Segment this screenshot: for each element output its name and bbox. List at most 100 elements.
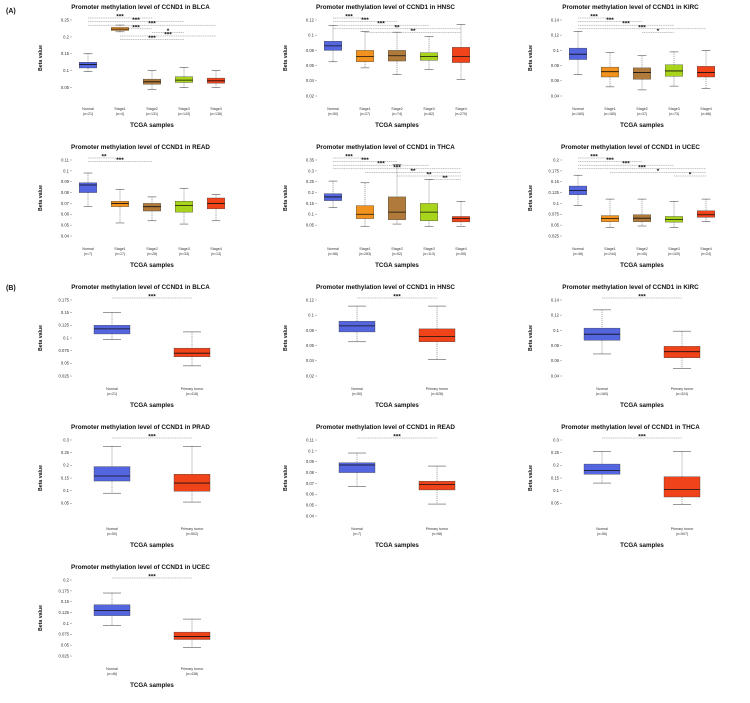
category-count: (n=17) (115, 252, 126, 256)
box-stage2 (388, 164, 406, 225)
y-tick-label: 0.08 (551, 63, 560, 68)
category-label: Normal (82, 107, 94, 111)
y-tick-label: 0.2 (63, 577, 69, 582)
y-tick-label: 0.09 (61, 179, 70, 184)
box-iqr (173, 631, 211, 640)
category-label: Primary tumor (671, 387, 694, 391)
y-tick-label: 0.02 (306, 93, 315, 98)
category-label: Stage4 (455, 107, 466, 111)
category-count: (n=66) (701, 112, 712, 116)
category-label: Stage2 (636, 107, 647, 111)
category-label: Stage3 (423, 107, 434, 111)
box-iqr (143, 203, 161, 212)
y-tick-label: 0.07 (61, 201, 70, 206)
y-axis-label: Beta value (283, 185, 289, 211)
significance-label: *** (393, 294, 401, 301)
category-label: Stage4 (700, 107, 711, 111)
category-count: (n=52) (392, 252, 403, 256)
y-tick-label: 0.08 (551, 343, 560, 348)
chart-b5-read-tumor: Promoter methylation level of CCND1 in R… (283, 424, 456, 549)
category-count: (n=46) (573, 252, 584, 256)
category-label: Stage4 (210, 107, 221, 111)
box-iqr (175, 201, 193, 213)
y-tick-label: 0.08 (61, 190, 70, 195)
y-axis-label: Beta value (38, 185, 44, 211)
y-tick-label: 0.15 (551, 179, 560, 184)
x-axis-label: TCGA samples (375, 122, 419, 129)
box-primary-tumor (663, 451, 701, 505)
category-label: Stage4 (455, 247, 466, 251)
x-axis-label: TCGA samples (620, 402, 664, 409)
y-axis-label: Beta value (528, 325, 534, 351)
significance-label: *** (116, 14, 124, 21)
significance-label: *** (148, 294, 156, 301)
y-tick-label: 0.05 (61, 643, 70, 648)
category-count: (n=56) (597, 532, 608, 536)
y-axis-label: Beta value (528, 465, 534, 491)
box-primary-tumor (173, 446, 211, 503)
box-iqr (111, 201, 129, 207)
chart-a1-blca-stages: Promoter methylation level of CCND1 in B… (38, 4, 225, 129)
y-tick-label: 0.15 (306, 201, 315, 206)
chart-a6-ucec-stages: Promoter methylation level of CCND1 in U… (528, 144, 715, 269)
y-axis-label: Beta value (283, 325, 289, 351)
box-normal (93, 312, 131, 340)
y-tick-label: 0.2 (63, 34, 69, 39)
box-iqr (452, 47, 470, 63)
y-tick-label: 0.05 (306, 503, 315, 508)
category-count: (n=244) (604, 252, 617, 256)
box-normal (324, 180, 342, 209)
category-count: (n=131) (146, 112, 159, 116)
box-stage2 (143, 70, 161, 90)
box-primary-tumor (173, 618, 211, 648)
box-normal (583, 309, 621, 355)
significance-label: ** (101, 154, 107, 161)
chart-title: Promoter methylation level of CCND1 in R… (71, 144, 210, 151)
y-axis-label: Beta value (283, 45, 289, 71)
significance-label: *** (361, 157, 369, 164)
significance-label: ** (410, 168, 416, 175)
box-stage4 (452, 24, 470, 80)
box-stage1 (356, 31, 374, 69)
y-tick-label: 0.15 (61, 599, 70, 604)
category-count: (n=98) (432, 532, 443, 536)
category-label: Stage3 (668, 107, 679, 111)
y-tick-label: 0.1 (553, 328, 559, 333)
chart-title: Promoter methylation level of CCND1 in K… (562, 4, 699, 11)
category-label: Stage2 (391, 247, 402, 251)
box-stage1 (601, 52, 619, 88)
chart-title: Promoter methylation level of CCND1 in U… (71, 564, 210, 571)
y-tick-label: 0.175 (59, 588, 70, 593)
category-label: Normal (106, 387, 118, 391)
significance-label: *** (393, 434, 401, 441)
y-axis-label: Beta value (528, 45, 534, 71)
box-primary-tumor (418, 465, 456, 505)
chart-title: Promoter methylation level of CCND1 in B… (71, 284, 210, 291)
chart-title: Promoter methylation level of CCND1 in U… (561, 144, 700, 151)
category-count: (n=7) (353, 532, 362, 536)
y-tick-label: 0.1 (553, 48, 559, 53)
category-count: (n=113) (423, 252, 435, 256)
category-label: Stage3 (178, 107, 189, 111)
y-tick-label: 0.075 (59, 632, 70, 637)
y-tick-label: 0.1 (308, 313, 314, 318)
y-tick-label: 0.06 (306, 492, 315, 497)
y-tick-label: 0.06 (61, 212, 70, 217)
box-stage4 (452, 201, 470, 227)
category-count: (n=4) (116, 112, 125, 116)
chart-b3-kirc-tumor: Promoter methylation level of CCND1 in K… (528, 284, 701, 409)
y-tick-label: 0.09 (306, 459, 315, 464)
y-tick-label: 0.15 (551, 475, 560, 480)
x-axis-label: TCGA samples (620, 122, 664, 129)
y-tick-label: 0.05 (61, 361, 70, 366)
category-count: (n=270) (455, 112, 468, 116)
category-count: (n=56) (328, 252, 339, 256)
box-iqr (79, 62, 97, 69)
category-count: (n=324) (676, 392, 689, 396)
category-count: (n=418) (186, 392, 199, 396)
box-iqr (418, 481, 456, 491)
category-count: (n=28) (147, 252, 158, 256)
category-label: Normal (106, 527, 118, 531)
chart-b7-ucec-tumor: Promoter methylation level of CCND1 in U… (38, 564, 211, 689)
significance-label: ** (442, 175, 448, 182)
